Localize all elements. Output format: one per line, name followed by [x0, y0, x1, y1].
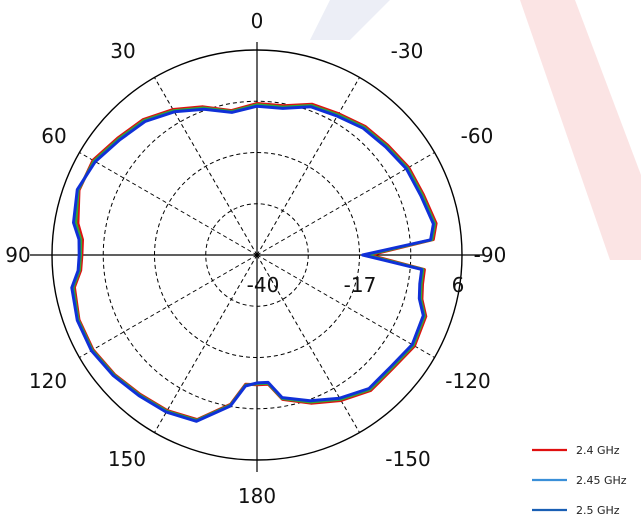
- angle-label: 120: [29, 369, 67, 393]
- grid-spoke: [79, 255, 257, 358]
- radial-tick-label: -17: [344, 273, 377, 297]
- angle-label: 150: [108, 447, 146, 471]
- radial-tick-labels: -40 -17 6: [247, 273, 465, 297]
- radial-tick-label: -40: [247, 273, 280, 297]
- grid-spoke: [155, 255, 258, 433]
- angle-label: 90: [5, 243, 30, 267]
- legend-label: 2.45 GHz: [576, 474, 627, 487]
- angle-label: -90: [474, 243, 507, 267]
- angle-label: 60: [41, 124, 66, 148]
- angle-label: -150: [385, 447, 430, 471]
- angle-label: 30: [110, 39, 135, 63]
- watermark-shape-red: [520, 0, 641, 260]
- grid-spoke: [79, 153, 257, 256]
- grid-spoke: [155, 77, 258, 255]
- angle-label: 180: [238, 484, 276, 508]
- legend-label: 2.5 GHz: [576, 504, 620, 517]
- grid-spoke: [257, 255, 435, 358]
- series-lines: [72, 104, 436, 422]
- legend-label: 2.4 GHz: [576, 444, 620, 457]
- angle-label: -30: [391, 39, 424, 63]
- angle-label: -120: [445, 369, 490, 393]
- series-line-2-5-ghz: [72, 106, 434, 421]
- angle-label: -60: [461, 124, 494, 148]
- radial-tick-label: 6: [452, 273, 465, 297]
- series-line-2-4-ghz: [74, 104, 436, 420]
- legend: 2.4 GHz 2.45 GHz 2.5 GHz: [532, 444, 627, 517]
- angle-label: 0: [251, 9, 264, 33]
- watermark-shape-blue: [310, 0, 390, 40]
